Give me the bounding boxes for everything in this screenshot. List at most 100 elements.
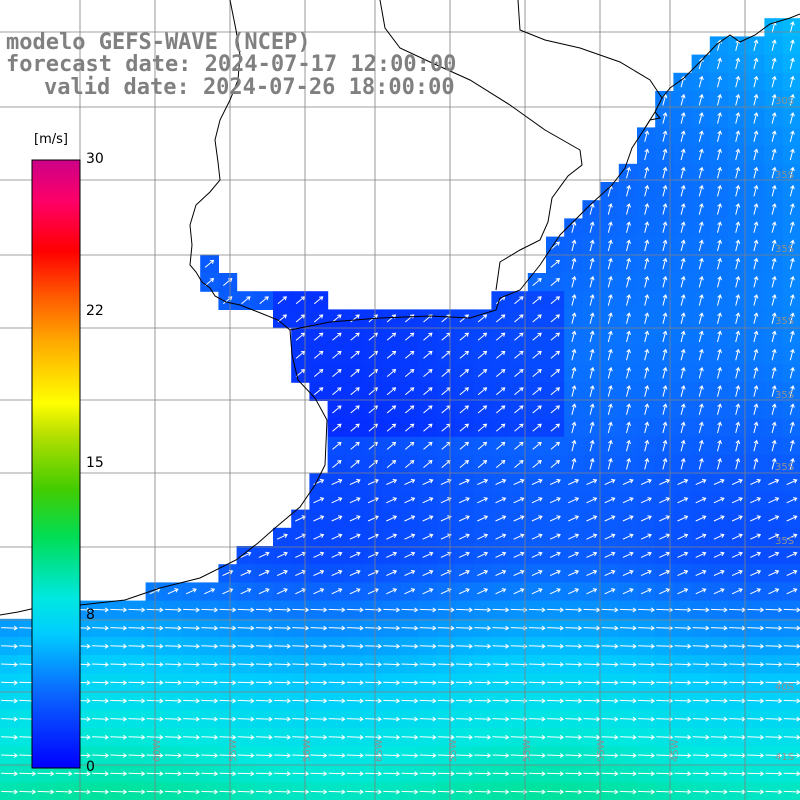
wind-arrow xyxy=(346,716,364,722)
wind-arrow xyxy=(404,569,416,577)
wind-arrow xyxy=(183,734,201,740)
wind-arrow xyxy=(456,771,474,777)
wind-arrow xyxy=(638,771,656,777)
wind-arrow xyxy=(604,497,616,504)
wind-arrow xyxy=(644,130,650,142)
wind-arrow xyxy=(255,753,273,758)
wind-arrow xyxy=(550,259,560,268)
wind-arrow xyxy=(568,497,580,504)
wind-arrow xyxy=(674,607,692,613)
wind-arrow xyxy=(589,221,595,233)
wind-arrow xyxy=(695,533,707,540)
wind-arrow xyxy=(789,148,795,161)
wind-arrow xyxy=(474,734,492,740)
wind-arrow xyxy=(750,588,762,595)
wind-arrow xyxy=(310,680,328,686)
wind-arrow xyxy=(55,771,73,777)
wind-arrow xyxy=(295,314,306,323)
wind-arrow xyxy=(332,441,342,450)
wind-arrow xyxy=(456,662,474,667)
wind-arrow xyxy=(459,405,469,414)
wind-arrow xyxy=(255,789,273,795)
wind-arrow xyxy=(601,625,619,631)
wind-arrow xyxy=(477,405,488,414)
wind-arrow xyxy=(386,369,397,377)
wind-arrow xyxy=(255,734,273,740)
wind-arrow xyxy=(274,680,292,686)
wind-arrow xyxy=(477,588,489,595)
wind-arrow xyxy=(626,257,631,270)
wind-arrow xyxy=(731,569,743,577)
wind-arrow xyxy=(789,439,795,452)
wind-arrow xyxy=(753,457,759,470)
wind-arrow xyxy=(638,698,656,704)
wind-arrow xyxy=(717,93,722,106)
wind-arrow xyxy=(731,497,743,504)
wind-arrow xyxy=(750,478,762,486)
wind-arrow xyxy=(404,387,415,396)
wind-arrow xyxy=(680,366,686,379)
wind-arrow xyxy=(383,716,401,722)
wind-arrow xyxy=(349,569,361,577)
wind-arrow xyxy=(571,348,577,361)
wind-arrow xyxy=(589,312,595,324)
wind-arrow xyxy=(404,460,415,468)
wind-arrow xyxy=(495,405,506,414)
wind-arrow xyxy=(255,607,273,613)
wind-arrow xyxy=(477,423,488,432)
wind-arrow xyxy=(474,771,492,777)
wind-arrow xyxy=(532,332,542,341)
wind-arrow xyxy=(237,625,255,631)
wind-arrow xyxy=(747,716,765,722)
wind-arrow xyxy=(350,405,360,414)
wind-arrow xyxy=(128,607,146,613)
wind-arrow xyxy=(698,330,704,343)
wind-arrow xyxy=(674,698,692,704)
wind-arrow xyxy=(255,662,273,667)
wind-arrow xyxy=(753,221,759,233)
wind-arrow xyxy=(713,551,725,558)
wind-arrow xyxy=(404,515,416,522)
wind-arrow xyxy=(747,680,765,686)
wind-arrow xyxy=(386,405,397,414)
wind-arrow xyxy=(549,515,561,522)
wind-arrow xyxy=(328,662,346,667)
wind-arrow xyxy=(419,789,437,795)
wind-arrow xyxy=(771,21,777,33)
wind-arrow xyxy=(619,607,637,613)
wind-arrow xyxy=(346,734,364,740)
wind-arrow xyxy=(255,771,273,777)
wind-arrow xyxy=(332,369,342,377)
wind-arrow xyxy=(332,350,342,359)
wind-arrow xyxy=(350,350,360,359)
wind-arrow xyxy=(698,366,704,379)
wind-arrow xyxy=(589,275,595,288)
wind-arrow xyxy=(768,497,780,504)
wind-arrow xyxy=(604,478,616,486)
wind-arrow xyxy=(619,680,637,686)
wind-arrow xyxy=(383,680,401,686)
wind-arrow xyxy=(404,405,415,414)
wind-arrow xyxy=(183,643,201,649)
wind-arrow xyxy=(601,789,619,795)
wind-arrow xyxy=(92,607,110,613)
wind-arrow xyxy=(386,497,398,504)
wind-arrow xyxy=(528,771,546,777)
wind-arrow xyxy=(789,75,795,88)
wind-arrow xyxy=(765,643,783,649)
wind-arrow xyxy=(549,497,561,504)
wind-arrow xyxy=(750,497,762,504)
wind-arrow xyxy=(492,716,510,722)
wind-arrow xyxy=(550,460,560,468)
wind-arrow xyxy=(346,643,364,649)
wind-arrow xyxy=(626,312,631,324)
wind-arrow xyxy=(601,734,619,740)
lat-label: 35S xyxy=(775,462,794,473)
wind-arrow xyxy=(328,607,346,613)
wind-arrow xyxy=(292,789,310,795)
wind-arrow xyxy=(622,588,634,595)
wind-arrow xyxy=(674,789,692,795)
wind-arrow xyxy=(604,569,616,577)
wind-arrow xyxy=(423,441,433,450)
